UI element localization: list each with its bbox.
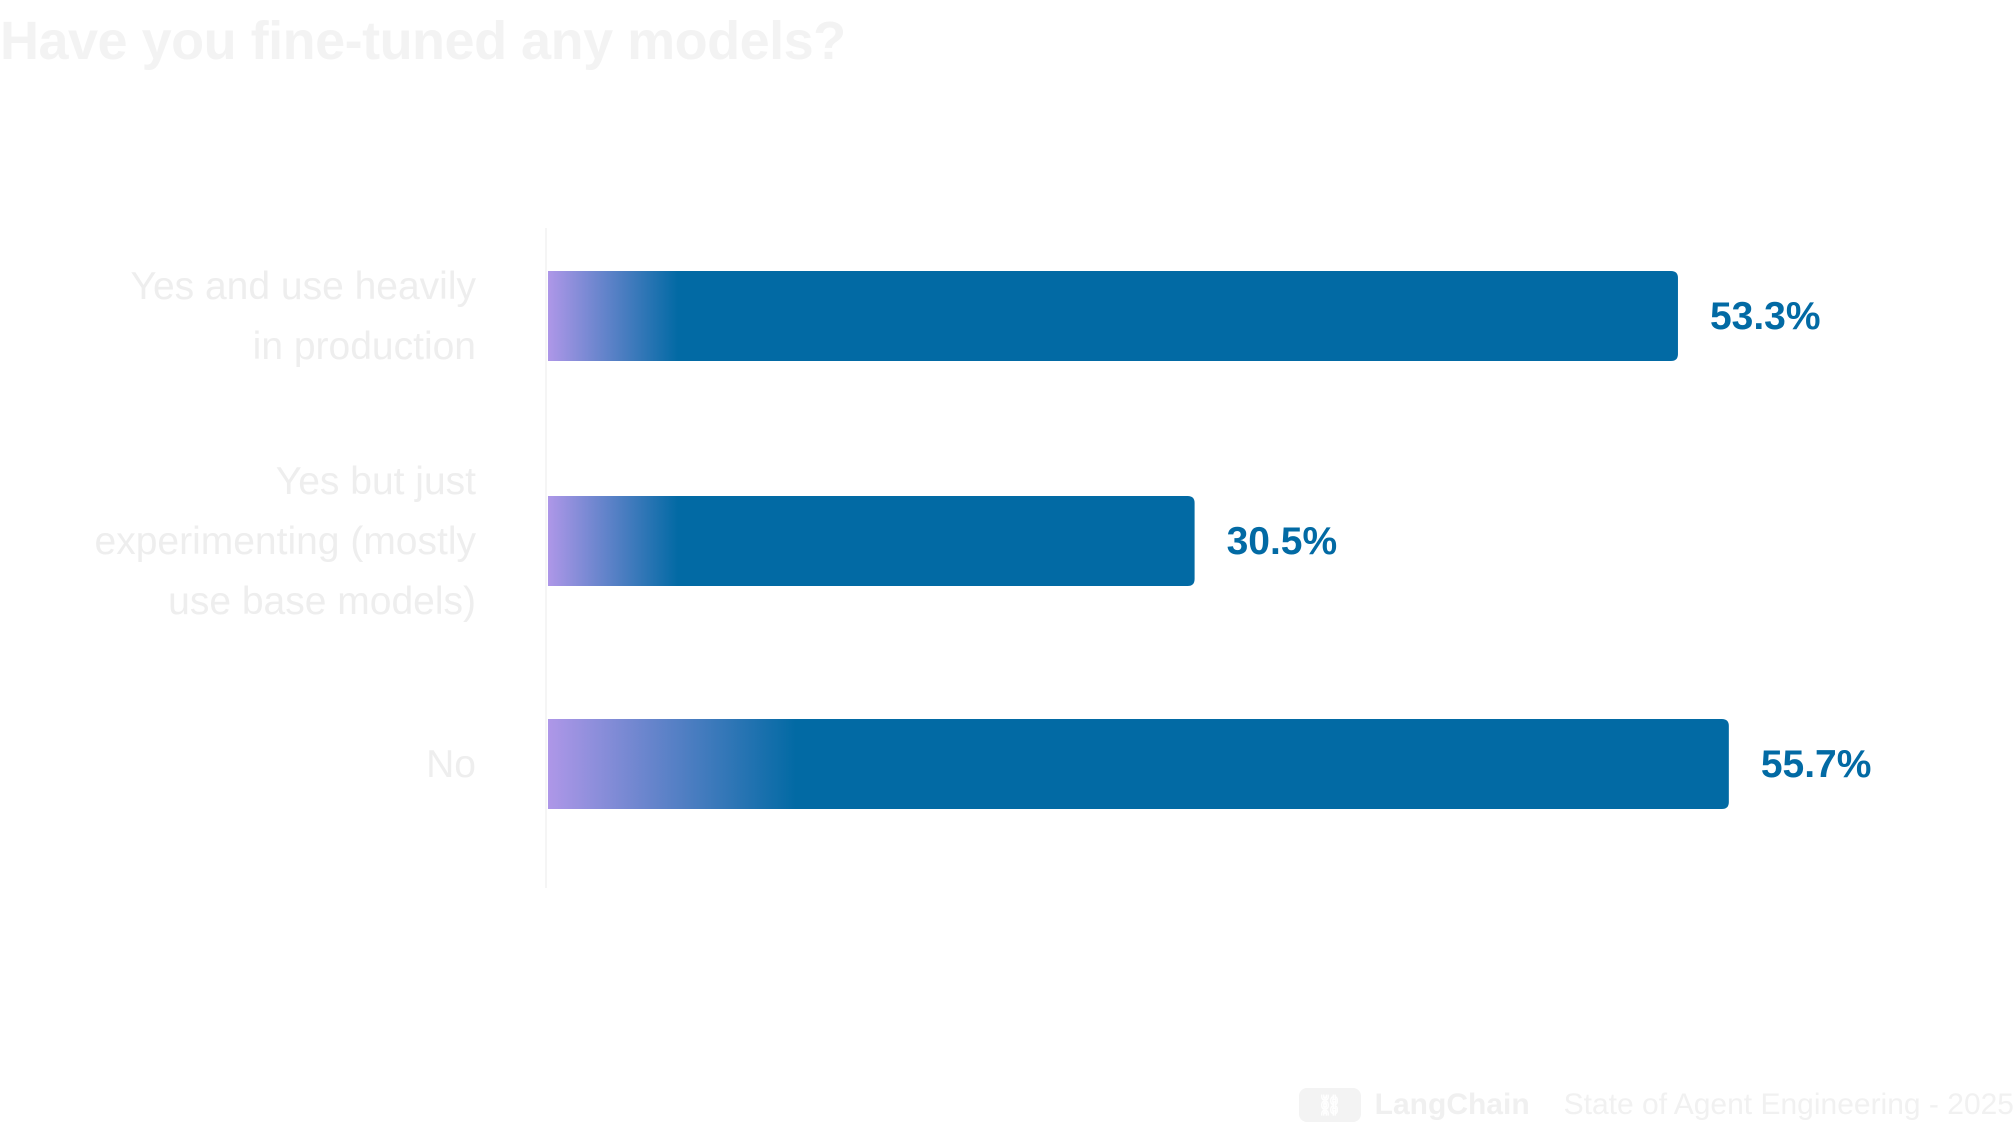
footer: ⛓ LangChain State of Agent Engineering -… [1298,1088,2014,1122]
footer-subtitle: State of Agent Engineering - 2025 [1563,1088,2014,1121]
chart-title: Have you fine-tuned any models? [0,11,846,71]
category-label-1: Yes and use heavily in production [131,265,477,368]
category-label-line: No [426,743,476,786]
category-label-2: Yes but just experimenting (mostly use bas… [95,460,477,623]
category-label-line: Yes and use heavily [131,265,477,308]
category-label-line: Yes but just [276,460,476,503]
footer-brand: LangChain [1374,1088,1530,1121]
category-label-line: use base models) [168,580,476,623]
value-label-3: 55.7% [1761,743,1872,786]
bar-1 [548,271,1678,361]
value-label-2: 30.5% [1227,520,1338,563]
bar-2 [548,496,1195,586]
bar-3 [548,719,1729,809]
category-label-3: No [426,743,476,786]
category-label-line: in production [253,325,476,368]
value-label-1: 53.3% [1710,295,1821,338]
langchain-logo-icon: ⛓ [1298,1088,1361,1122]
category-label-line: experimenting (mostly [95,520,477,563]
